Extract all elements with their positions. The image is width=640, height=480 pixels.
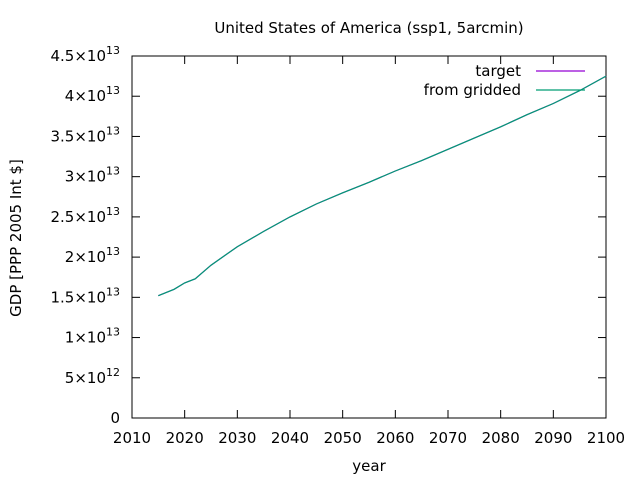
plot-border <box>131 55 607 419</box>
series-lines <box>158 75 607 297</box>
axes-ticks <box>131 55 607 419</box>
y-tick-labels: 0 5×1012 1×1013 1.5×1013 2×1013 2.5×1013 3×101… <box>50 44 120 427</box>
x-tick-labels: 2010 2020 2030 2040 2050 2060 2070 2080 2090 2100 <box>113 429 625 447</box>
y-tick-label: 5×1012 <box>65 366 120 387</box>
y-tick-label: 3.5×1013 <box>50 124 120 145</box>
x-tick-label: 2030 <box>218 429 256 447</box>
x-tick-label: 2080 <box>482 429 520 447</box>
chart-title: United States of America (ssp1, 5arcmin) <box>214 19 523 37</box>
x-tick-label: 2060 <box>376 429 414 447</box>
y-axis-label: GDP [PPP 2005 Int $] <box>7 159 25 317</box>
y-tick-label: 4×1013 <box>65 84 120 105</box>
series-line-2 <box>158 75 607 297</box>
x-tick-label: 2050 <box>324 429 362 447</box>
legend-label: from gridded <box>424 81 521 99</box>
x-tick-label: 2070 <box>429 429 467 447</box>
x-tick-label: 2010 <box>113 429 151 447</box>
legend-label: target <box>475 62 521 80</box>
x-axis-label: year <box>352 457 386 475</box>
y-tick-label: 4.5×1013 <box>50 44 120 65</box>
x-tick-label: 2040 <box>271 429 309 447</box>
y-tick-label: 3×1013 <box>65 165 120 186</box>
y-tick-label: 2.5×1013 <box>50 205 120 226</box>
y-tick-label: 2×1013 <box>65 245 120 266</box>
y-tick-label: 0 <box>110 409 120 427</box>
x-tick-label: 2020 <box>166 429 204 447</box>
plot-area <box>131 55 607 419</box>
y-tick-label: 1.5×1013 <box>50 285 120 306</box>
x-tick-label: 2090 <box>534 429 572 447</box>
x-tick-label: 2100 <box>587 429 625 447</box>
y-tick-label: 1×1013 <box>65 326 120 347</box>
